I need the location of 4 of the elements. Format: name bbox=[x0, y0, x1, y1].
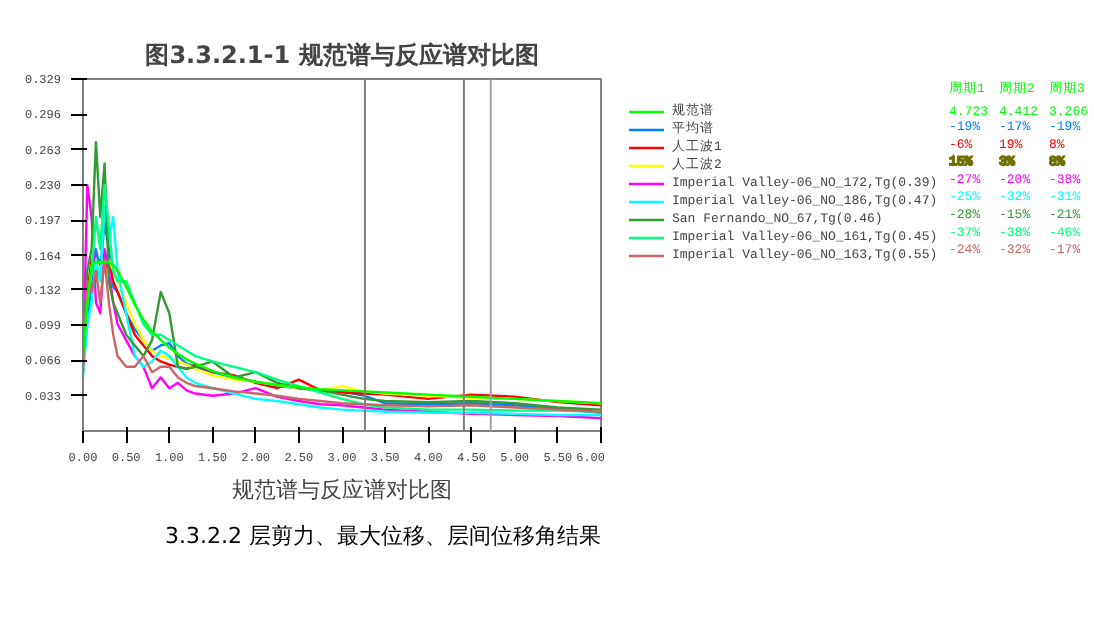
line-series bbox=[83, 140, 601, 411]
x-axis-title: 规范谱与反应谱对比图 bbox=[232, 477, 452, 503]
chart-title: 图3.3.2.1-1 规范谱与反应谱对比图 bbox=[145, 41, 539, 69]
text: 3.3.2.2 层剪力、最大位移、层间位移角结果 bbox=[165, 523, 602, 549]
